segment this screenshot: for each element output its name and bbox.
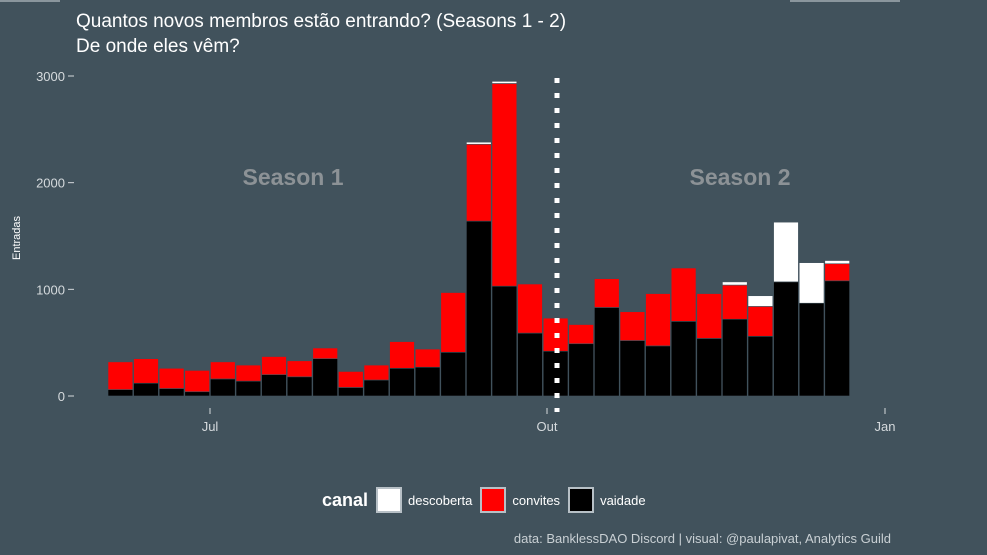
bar-descoberta xyxy=(798,262,825,304)
bar-convites xyxy=(670,267,697,322)
bar-descoberta xyxy=(491,81,518,84)
bar-convites xyxy=(261,356,287,375)
bar-convites xyxy=(312,347,338,359)
bar-vaidade xyxy=(645,345,671,397)
bar-vaidade xyxy=(133,382,159,397)
bar-vaidade xyxy=(773,281,799,397)
bar-convites xyxy=(235,364,262,382)
bar-vaidade xyxy=(517,332,543,397)
bar-vaidade xyxy=(261,374,287,397)
bar-vaidade xyxy=(440,351,466,397)
bar-convites xyxy=(594,278,620,308)
bar-vaidade xyxy=(696,338,722,397)
bar-vaidade xyxy=(363,379,390,397)
bar-vaidade xyxy=(824,280,850,397)
y-tick-label: 1000 xyxy=(36,282,65,297)
bar-convites xyxy=(568,324,594,345)
legend-swatch-convites xyxy=(480,487,507,513)
y-tick-label: 0 xyxy=(58,389,65,404)
bar-descoberta xyxy=(747,295,774,307)
legend-item-vaidade: vaidade xyxy=(568,487,646,513)
bar-convites xyxy=(696,293,722,339)
bar-convites xyxy=(338,371,364,388)
bar-descoberta xyxy=(722,281,748,286)
bar-convites xyxy=(184,370,210,393)
bar-convites xyxy=(210,361,236,380)
bar-vaidade xyxy=(389,367,415,397)
bar-vaidade xyxy=(466,220,492,397)
legend: canal descoberta convites vaidade xyxy=(322,484,654,516)
x-tick-label: Jul xyxy=(202,419,219,434)
x-tick-label: Jan xyxy=(875,419,896,434)
bar-convites xyxy=(619,311,646,341)
legend-title: canal xyxy=(322,489,369,510)
bar-vaidade xyxy=(542,350,569,397)
bar-vaidade xyxy=(619,340,646,397)
bar-vaidade xyxy=(338,387,364,397)
bar-vaidade xyxy=(286,376,313,397)
bar-vaidade xyxy=(312,358,338,397)
bar-vaidade xyxy=(747,335,774,397)
bar-vaidade xyxy=(210,378,236,397)
legend-item-convites: convites xyxy=(480,487,560,513)
bar-vaidade xyxy=(798,302,825,397)
legend-label-descoberta: descoberta xyxy=(408,492,473,508)
bar-convites xyxy=(133,358,159,384)
chart-title: Quantos novos membros estão entrando? (S… xyxy=(76,11,567,32)
y-tick-label: 3000 xyxy=(36,69,65,84)
legend-swatch-descoberta xyxy=(376,487,403,513)
bar-descoberta xyxy=(773,221,799,283)
bar-convites xyxy=(645,293,671,347)
bar-convites xyxy=(466,143,492,222)
y-tick-label: 2000 xyxy=(36,176,65,191)
season-1-label: Season 1 xyxy=(243,164,344,190)
bar-convites xyxy=(517,283,543,334)
bar-vaidade xyxy=(235,380,262,397)
bar-vaidade xyxy=(722,318,748,397)
bar-convites xyxy=(440,292,466,353)
bar-vaidade xyxy=(158,388,185,397)
bar-vaidade xyxy=(670,321,697,397)
legend-swatch-vaidade xyxy=(568,487,595,513)
bar-convites xyxy=(824,263,850,282)
bar-vaidade xyxy=(568,343,594,397)
bar-vaidade xyxy=(107,389,134,397)
chart-subtitle: De onde eles vêm? xyxy=(76,36,240,57)
bar-convites xyxy=(363,364,390,381)
legend-label-convites: convites xyxy=(512,492,561,508)
x-tick-label: Out xyxy=(537,419,558,434)
caption: data: BanklessDAO Discord | visual: @pau… xyxy=(513,531,891,546)
bar-vaidade xyxy=(491,285,518,397)
legend-item-descoberta: descoberta xyxy=(376,487,472,513)
legend-label-vaidade: vaidade xyxy=(600,492,646,508)
bar-convites xyxy=(107,361,134,390)
top-edge-decoration-right xyxy=(790,0,900,2)
bar-convites xyxy=(747,306,774,337)
bar-vaidade xyxy=(184,391,210,397)
top-edge-decoration-left xyxy=(0,0,60,2)
bar-convites xyxy=(722,284,748,320)
bar-convites xyxy=(414,348,441,368)
bar-vaidade xyxy=(414,366,441,397)
bar-convites xyxy=(286,360,313,378)
bar-convites xyxy=(389,341,415,369)
bar-convites xyxy=(158,367,185,389)
bar-convites xyxy=(491,83,518,287)
bar-descoberta xyxy=(824,260,850,265)
y-axis-title: Entradas xyxy=(11,215,23,260)
bar-descoberta xyxy=(466,141,492,145)
bar-vaidade xyxy=(594,307,620,397)
season-2-label: Season 2 xyxy=(690,164,791,190)
